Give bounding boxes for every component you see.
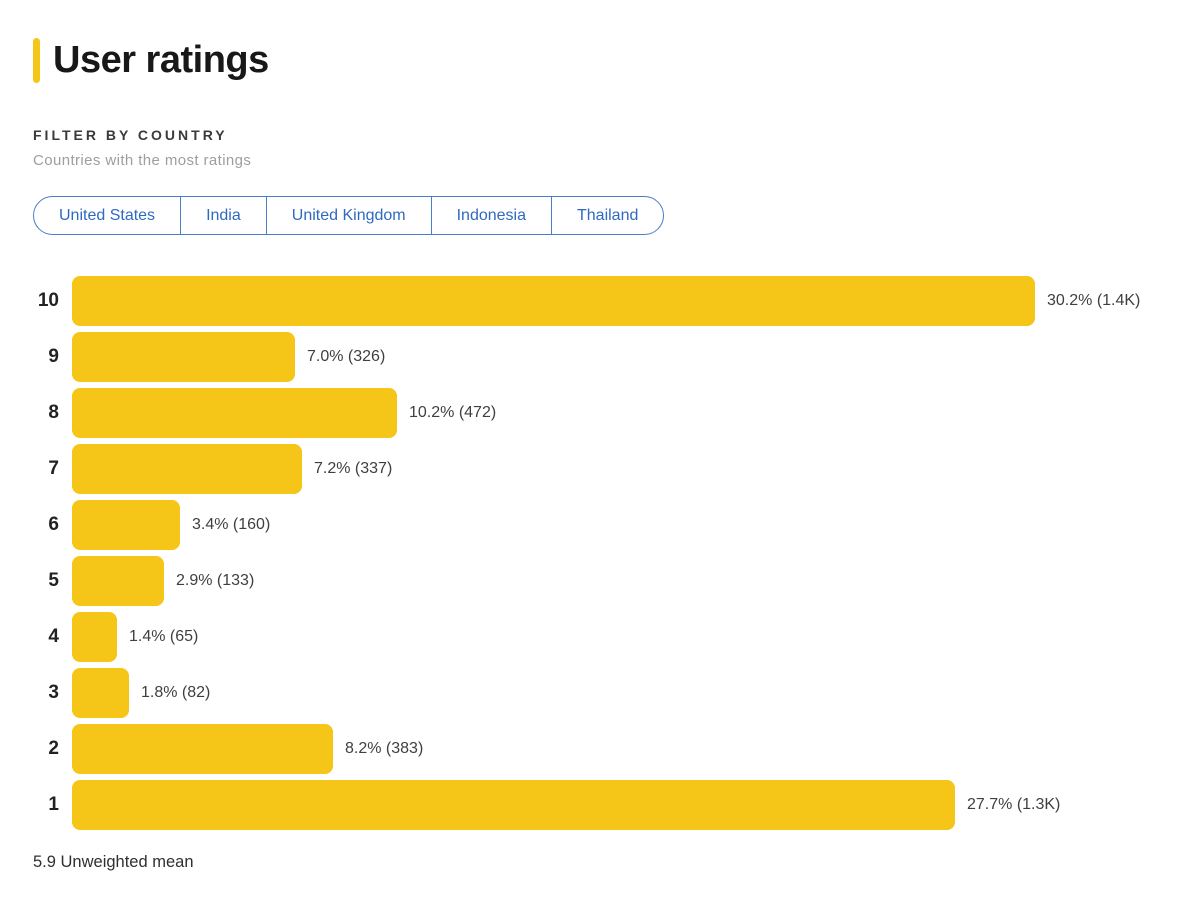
rating-label: 9 [48,346,59,367]
rating-bar[interactable] [72,724,333,774]
rating-label: 8 [48,402,59,423]
rating-row: 2 8.2% (383) [33,724,1160,774]
rating-label: 6 [48,514,59,535]
ratings-chart: 10 30.2% (1.4K) 9 7.0% (326) 8 10.2% (47… [33,276,1160,830]
rating-row: 1 27.7% (1.3K) [33,780,1160,830]
rating-bar[interactable] [72,780,955,830]
filter-by-country-label: FILTER BY COUNTRY [33,127,228,143]
rating-row: 9 7.0% (326) [33,332,1160,382]
rating-value-label: 7.2% (337) [314,460,393,477]
rating-row: 8 10.2% (472) [33,388,1160,438]
title-accent-bar [33,38,40,83]
rating-value-label: 8.2% (383) [345,740,424,757]
rating-bar[interactable] [72,500,180,550]
rating-row: 7 7.2% (337) [33,444,1160,494]
rating-label: 3 [48,682,59,703]
rating-label: 2 [48,738,59,759]
rating-label: 10 [37,290,59,311]
country-chip-label: United States [59,206,156,224]
rating-bar[interactable] [72,332,295,382]
rating-row: 3 1.8% (82) [33,668,1160,718]
unweighted-mean-text: 5.9 Unweighted mean [33,853,194,871]
rating-label: 7 [48,458,59,479]
rating-value-label: 1.4% (65) [129,628,199,645]
country-filter-chip[interactable]: United States [34,197,180,234]
rating-value-label: 10.2% (472) [409,404,497,421]
page-header: User ratings [33,38,1160,83]
country-filter-chip[interactable]: Indonesia [430,197,551,234]
country-chip-label: India [206,206,241,224]
rating-label: 4 [48,626,59,647]
rating-bar[interactable] [72,276,1035,326]
rating-row: 10 30.2% (1.4K) [33,276,1160,326]
rating-bar[interactable] [72,668,129,718]
rating-row: 5 2.9% (133) [33,556,1160,606]
rating-label: 1 [48,794,59,815]
country-chip-label: United Kingdom [291,206,406,224]
rating-value-label: 2.9% (133) [176,572,255,589]
country-chip-label: Thailand [577,206,639,224]
country-filter-chip[interactable]: India [180,197,266,234]
rating-bar[interactable] [72,556,164,606]
rating-bar[interactable] [72,388,397,438]
rating-label: 5 [48,570,59,591]
rating-row: 6 3.4% (160) [33,500,1160,550]
rating-value-label: 1.8% (82) [141,684,211,701]
rating-bar[interactable] [72,444,302,494]
country-chip-label: Indonesia [456,206,526,224]
rating-row: 4 1.4% (65) [33,612,1160,662]
country-filter-chip[interactable]: Thailand [551,197,663,234]
rating-value-label: 27.7% (1.3K) [967,796,1061,813]
rating-value-label: 3.4% (160) [192,516,271,533]
country-filter-group: United States India United Kingdom Indon… [33,196,665,235]
filter-sublabel: Countries with the most ratings [33,152,252,169]
country-filter-chip[interactable]: United Kingdom [265,197,431,234]
page-title: User ratings [53,38,269,81]
rating-value-label: 7.0% (326) [307,348,386,365]
rating-value-label: 30.2% (1.4K) [1047,292,1141,309]
rating-bar[interactable] [72,612,117,662]
